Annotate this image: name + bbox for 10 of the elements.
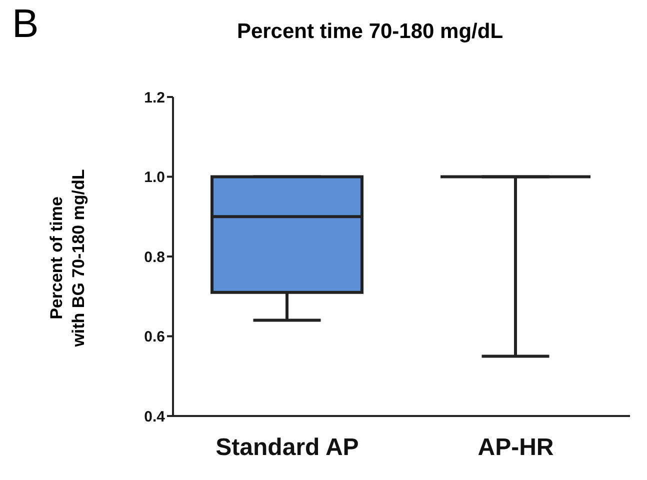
y-axis-title: Percent of time with BG 70-180 mg/dL <box>47 169 88 348</box>
x-tick-label: AP-HR <box>478 434 554 462</box>
y-tick-label: 1.0 <box>144 169 165 186</box>
y-tick-label: 0.8 <box>144 248 165 266</box>
x-tick-label: Standard AP <box>216 434 359 462</box>
y-tick-label: 0.6 <box>144 328 165 346</box>
text: B <box>12 2 39 47</box>
y-tick-label: 0.4 <box>144 408 166 426</box>
y-tick-label: 1.2 <box>144 89 165 106</box>
chart-title: Percent time 70-180 mg/dL <box>236 20 504 44</box>
